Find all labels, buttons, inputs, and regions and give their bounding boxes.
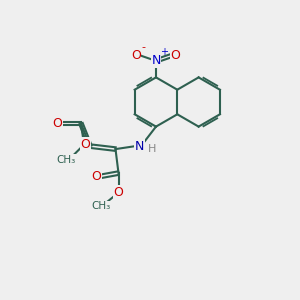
Text: O: O — [131, 49, 141, 62]
Text: O: O — [81, 138, 90, 151]
Text: O: O — [114, 186, 123, 199]
Text: -: - — [141, 42, 145, 52]
Text: N: N — [135, 140, 144, 153]
Text: O: O — [170, 49, 180, 62]
Text: +: + — [160, 47, 168, 57]
Text: O: O — [92, 169, 101, 183]
Text: CH₃: CH₃ — [56, 154, 76, 165]
Text: O: O — [53, 117, 62, 130]
Text: N: N — [151, 54, 161, 68]
Text: H: H — [148, 143, 156, 154]
Text: CH₃: CH₃ — [91, 201, 110, 211]
